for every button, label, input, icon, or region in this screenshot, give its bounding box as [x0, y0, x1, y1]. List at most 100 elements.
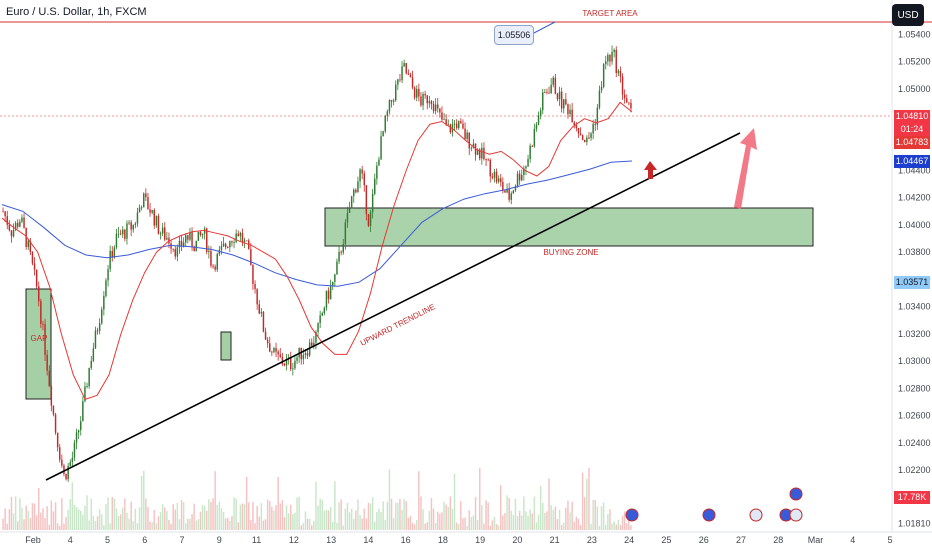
- candle-body: [460, 121, 462, 124]
- candle-body: [252, 264, 254, 285]
- price-tick: 1.03400: [898, 302, 931, 312]
- volume-bar: [367, 502, 370, 530]
- buying-zone[interactable]: [324, 207, 814, 247]
- volume-bar: [73, 504, 76, 530]
- ma-fast-tag: 1.04783: [894, 136, 930, 149]
- candle-body: [124, 229, 126, 239]
- volume-bar: [75, 506, 78, 530]
- candle-body: [455, 123, 458, 129]
- candle-body: [75, 432, 78, 443]
- volume-bar: [17, 521, 19, 530]
- event-icon[interactable]: [789, 487, 803, 501]
- candle-body: [594, 123, 596, 125]
- candle-body: [17, 222, 19, 227]
- volume-bar: [275, 505, 277, 530]
- volume-bar: [260, 503, 263, 530]
- candle-body: [588, 137, 590, 139]
- volume-bar: [588, 467, 590, 530]
- event-icon[interactable]: [749, 508, 763, 522]
- volume-bar: [140, 475, 143, 530]
- price-tick: 1.03000: [898, 356, 931, 366]
- candle-body: [8, 224, 11, 231]
- candle-body: [371, 193, 374, 213]
- candle-body: [628, 102, 630, 104]
- candle-body: [105, 280, 107, 297]
- volume-bar: [374, 521, 376, 530]
- candle-body: [537, 115, 540, 125]
- upward-trendline[interactable]: [45, 132, 741, 481]
- candle-body: [42, 323, 44, 325]
- candle-body: [565, 99, 567, 105]
- volume-bar: [630, 525, 632, 530]
- volume-bar: [323, 510, 326, 530]
- candle-body: [283, 363, 286, 366]
- candle-body: [332, 281, 334, 287]
- volume-bar: [21, 507, 23, 530]
- candle-body: [474, 143, 477, 155]
- volume-bar: [361, 518, 363, 530]
- volume-bar: [292, 513, 294, 530]
- volume-bar: [266, 499, 269, 530]
- candle-body: [430, 101, 433, 105]
- volume-bar: [42, 508, 44, 530]
- candle-body: [424, 93, 426, 96]
- volume-bar: [338, 502, 340, 530]
- candle-body: [52, 405, 55, 415]
- candle-body: [525, 166, 527, 169]
- currency-button[interactable]: USD: [892, 4, 924, 26]
- candle-body: [518, 173, 521, 181]
- volume-bar: [199, 511, 202, 530]
- candle-body: [71, 457, 74, 463]
- volume-bar: [300, 525, 302, 530]
- candle-body: [426, 95, 428, 104]
- candle-body: [164, 227, 166, 240]
- time-axis[interactable]: Feb 4 5 6 7 9 11 12 13 14 16 18 19 20 21 23 24 25 26 27 28 Ma…: [25, 535, 892, 545]
- target-value-bubble[interactable]: 1.05506: [494, 25, 534, 45]
- event-icon[interactable]: [702, 508, 716, 522]
- candle-body: [292, 368, 294, 370]
- volume-bar: [483, 523, 485, 530]
- candle-body: [82, 401, 84, 422]
- volume-bar: [581, 472, 584, 530]
- candle-body: [447, 124, 449, 126]
- event-icon[interactable]: [789, 508, 803, 522]
- candle-body: [73, 442, 76, 458]
- candle-body: [531, 145, 533, 147]
- volume-bar: [340, 499, 342, 530]
- volume-bar: [420, 496, 422, 530]
- volume-bar: [449, 496, 452, 530]
- candle-body: [317, 323, 319, 332]
- volume-bar: [336, 522, 338, 530]
- volume-bar: [403, 499, 405, 530]
- volume-bar: [201, 504, 204, 530]
- candle-body: [143, 193, 145, 208]
- volume-bar: [216, 504, 218, 530]
- volume-bar: [439, 513, 441, 530]
- candle-body: [361, 169, 363, 174]
- volume-bar: [143, 470, 145, 530]
- volume-bar: [376, 512, 378, 530]
- volume-bar: [363, 508, 365, 530]
- volume-bar: [407, 517, 410, 530]
- candle-body: [508, 189, 510, 200]
- time-tick: 11: [252, 535, 261, 545]
- time-tick: 14: [363, 535, 373, 545]
- volume-bar: [611, 523, 613, 530]
- volume-bar: [311, 525, 313, 530]
- candle-body: [323, 307, 326, 314]
- candle-body: [193, 246, 195, 252]
- candle-body: [468, 132, 470, 149]
- volume-bar: [308, 518, 311, 530]
- volume-bar: [458, 524, 460, 530]
- time-tick: 24: [624, 535, 634, 545]
- volume-bar: [264, 519, 267, 530]
- gap-zone[interactable]: [25, 288, 52, 400]
- event-icon[interactable]: [625, 508, 639, 522]
- volume-bar: [203, 506, 206, 530]
- volume-bar: [600, 506, 603, 530]
- volume-bar: [481, 505, 483, 530]
- candle-body: [495, 171, 498, 182]
- volume-bar: [386, 501, 389, 530]
- candle-body: [19, 221, 21, 227]
